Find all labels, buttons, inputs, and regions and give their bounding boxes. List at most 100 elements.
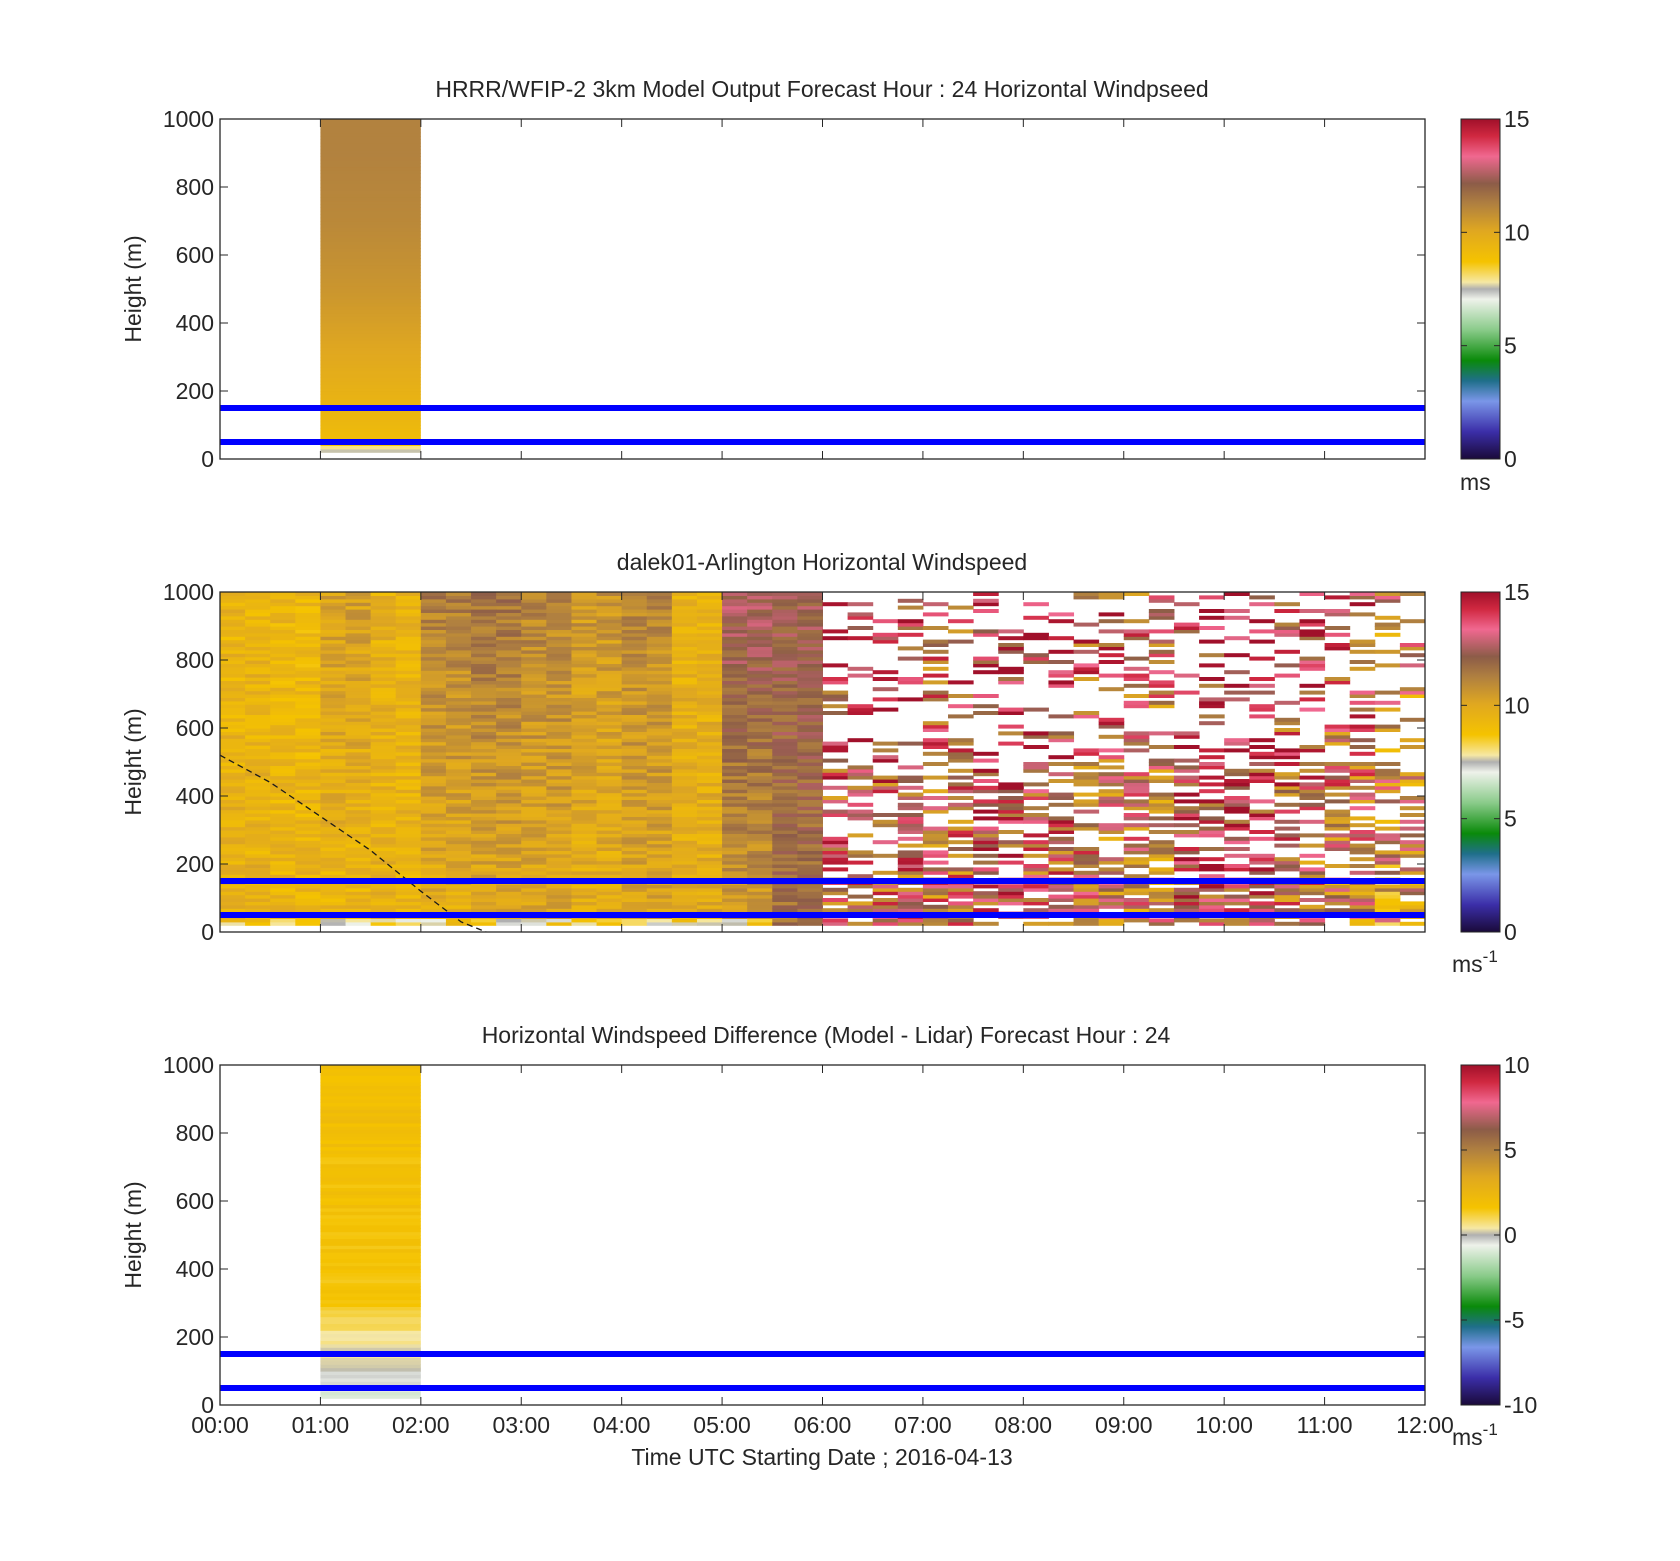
- heatmap-cell: [270, 894, 296, 899]
- heatmap-cell: [696, 751, 723, 756]
- heatmap-cell: [1299, 697, 1326, 702]
- heatmap-cell: [1324, 768, 1351, 773]
- heatmap-cell: [696, 765, 723, 770]
- heatmap-cell: [1274, 632, 1300, 637]
- heatmap-cell: [973, 632, 999, 637]
- heatmap-cell: [1199, 721, 1225, 726]
- heatmap-cell: [320, 173, 421, 178]
- heatmap-cell: [471, 714, 497, 719]
- heatmap-cell: [270, 823, 296, 828]
- heatmap-cell: [345, 785, 372, 790]
- heatmap-cell: [822, 908, 849, 913]
- heatmap-cell: [245, 724, 271, 729]
- heatmap-cell: [722, 860, 748, 865]
- heatmap-cell: [973, 843, 999, 848]
- heatmap-cell: [722, 656, 748, 661]
- heatmap-cell: [370, 656, 397, 661]
- heatmap-cell: [320, 653, 347, 658]
- heatmap-cell: [772, 819, 798, 824]
- heatmap-cell: [1399, 840, 1425, 845]
- heatmap-cell: [621, 653, 648, 658]
- heatmap-cell: [521, 680, 547, 685]
- heatmap-cell: [797, 683, 823, 688]
- heatmap-cell: [445, 694, 472, 698]
- heatmap-cell: [922, 738, 949, 743]
- heatmap-cell: [445, 857, 472, 862]
- heatmap-cell: [320, 1078, 421, 1083]
- heatmap-cell: [847, 813, 874, 817]
- heatmap-cell: [671, 663, 698, 668]
- heatmap-cell: [1299, 843, 1326, 848]
- heatmap-cell: [471, 683, 497, 688]
- heatmap-cell: [772, 741, 798, 746]
- heatmap-cell: [596, 622, 623, 627]
- heatmap-cell: [646, 677, 673, 681]
- heatmap-cell: [722, 809, 748, 814]
- heatmap-cell: [621, 687, 648, 692]
- heatmap-cell: [1123, 731, 1150, 736]
- heatmap-cell: [596, 646, 623, 651]
- heatmap-cell: [797, 598, 823, 603]
- heatmap-cell: [696, 721, 723, 726]
- heatmap-cell: [395, 813, 422, 817]
- heatmap-cell: [270, 697, 296, 702]
- heatmap-cell: [496, 609, 522, 613]
- heatmap-cell: [320, 1248, 421, 1253]
- heatmap-cell: [370, 847, 397, 851]
- heatmap-cell: [445, 745, 472, 749]
- heatmap-cell: [320, 255, 421, 259]
- heatmap-cell: [696, 649, 723, 654]
- heatmap-cell: [420, 626, 447, 630]
- heatmap-cell: [897, 598, 924, 603]
- heatmap-cell: [320, 1133, 421, 1137]
- heatmap-cell: [696, 660, 723, 664]
- heatmap-cell: [471, 775, 497, 780]
- heatmap-cell: [245, 612, 271, 617]
- heatmap-cell: [621, 704, 648, 709]
- heatmap-cell: [1073, 677, 1100, 681]
- heatmap-cell: [445, 704, 472, 709]
- heatmap-cell: [646, 819, 673, 824]
- heatmap-cell: [1148, 870, 1175, 875]
- heatmap-cell: [1299, 707, 1326, 712]
- heatmap-cell: [1023, 898, 1049, 902]
- heatmap-cell: [245, 836, 271, 841]
- y-tick-label: 1000: [163, 1052, 214, 1078]
- heatmap-cell: [345, 836, 372, 841]
- heatmap-cell: [320, 673, 347, 678]
- heatmap-cell: [772, 598, 798, 603]
- heatmap-cell: [646, 843, 673, 848]
- heatmap-cell: [395, 891, 422, 896]
- heatmap-cell: [345, 813, 372, 817]
- heatmap-cell: [696, 707, 723, 712]
- heatmap-cell: [897, 891, 924, 896]
- heatmap-cell: [220, 612, 246, 617]
- heatmap-cell: [320, 816, 347, 821]
- heatmap-cell: [370, 799, 397, 804]
- heatmap-cell: [496, 717, 522, 722]
- heatmap-cell: [922, 908, 949, 913]
- heatmap-cell: [395, 741, 422, 746]
- heatmap-cell: [646, 690, 673, 695]
- heatmap-cell: [1374, 690, 1401, 695]
- heatmap-cell: [1023, 745, 1049, 749]
- heatmap-cell: [897, 605, 924, 610]
- heatmap-cell: [948, 853, 974, 858]
- heatmap-cell: [320, 302, 421, 307]
- heatmap-cell: [320, 132, 421, 137]
- heatmap-cell: [1148, 857, 1175, 862]
- heatmap-cell: [1199, 782, 1225, 787]
- heatmap-cell: [395, 622, 422, 627]
- heatmap-cell: [797, 860, 823, 865]
- heatmap-cell: [797, 921, 823, 926]
- heatmap-cell: [772, 789, 798, 794]
- heatmap-cell: [420, 762, 447, 766]
- heatmap-cell: [571, 649, 598, 654]
- heatmap-cell: [445, 772, 472, 777]
- heatmap-cell: [546, 884, 572, 889]
- heatmap-cell: [1349, 816, 1376, 821]
- heatmap-cell: [722, 643, 748, 647]
- heatmap-cell: [897, 646, 924, 651]
- heatmap-cell: [621, 765, 648, 770]
- heatmap-cell: [220, 884, 246, 889]
